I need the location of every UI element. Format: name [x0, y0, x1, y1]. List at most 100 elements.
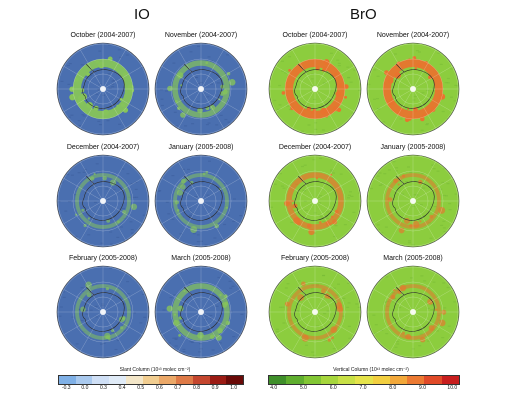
texture-speck	[204, 319, 208, 321]
texture-speck	[82, 171, 86, 173]
texture-speck	[165, 201, 169, 203]
texture-speck	[162, 269, 166, 271]
texture-speck	[269, 85, 272, 87]
meridian-line	[275, 88, 316, 113]
texture-speck	[413, 194, 417, 196]
texture-speck	[270, 242, 274, 244]
texture-speck	[158, 190, 162, 192]
enhancement-blob	[120, 326, 124, 330]
meridian-line	[102, 311, 127, 352]
meridian-line	[389, 88, 414, 129]
meridian-line	[102, 88, 127, 129]
texture-speck	[440, 224, 444, 226]
texture-speck	[130, 183, 134, 185]
texture-speck	[207, 122, 211, 124]
texture-speck	[455, 127, 459, 129]
polar-map	[268, 42, 362, 136]
enhancement-blob	[344, 95, 347, 99]
texture-speck	[378, 172, 382, 174]
enhancement-blob	[402, 331, 405, 335]
texture-speck	[109, 267, 112, 269]
texture-speck	[134, 181, 138, 183]
texture-speck	[157, 335, 161, 337]
texture-speck	[398, 306, 402, 309]
meridian-line	[291, 49, 316, 90]
map-label: January (2005-2008)	[168, 144, 234, 151]
texture-speck	[303, 200, 307, 202]
texture-speck	[448, 203, 452, 205]
enhancement-blob	[399, 108, 403, 112]
texture-speck	[103, 355, 107, 357]
enhancement-blob	[178, 334, 181, 337]
map-border	[154, 42, 248, 136]
enhancement-blob	[398, 227, 405, 234]
pole-marker	[100, 309, 106, 315]
texture-speck	[344, 43, 348, 44]
texture-speck	[195, 77, 199, 79]
enhancement-blob	[130, 203, 138, 210]
texture-speck	[157, 337, 161, 339]
texture-speck	[145, 59, 149, 61]
texture-speck	[231, 245, 235, 247]
texture-speck	[360, 286, 361, 288]
enhancement-blob	[334, 72, 338, 76]
enhancement-blob	[284, 200, 290, 207]
texture-speck	[358, 89, 361, 91]
map-label: February (2005-2008)	[68, 255, 138, 262]
texture-speck	[68, 201, 71, 203]
texture-speck	[314, 128, 318, 130]
coastline	[392, 63, 435, 109]
colorbar-swatch	[286, 376, 304, 384]
enhancement-blob	[107, 56, 113, 62]
texture-speck	[459, 87, 460, 88]
texture-speck	[286, 105, 290, 107]
enhancement-blob	[321, 288, 326, 294]
texture-speck	[277, 108, 281, 111]
texture-speck	[196, 234, 200, 236]
enhancement-blob	[86, 292, 92, 298]
meridian-line	[314, 311, 355, 336]
texture-speck	[378, 184, 382, 186]
texture-speck	[283, 125, 287, 128]
enhancement-blob	[435, 308, 438, 311]
texture-speck	[280, 185, 284, 187]
enhancement-blob	[394, 72, 401, 79]
polar-map	[56, 42, 150, 136]
texture-speck	[87, 338, 91, 340]
texture-speck	[422, 215, 425, 218]
texture-speck	[442, 227, 446, 229]
enhancement-blob	[174, 200, 179, 205]
texture-speck	[100, 343, 103, 345]
texture-speck	[376, 98, 379, 100]
texture-speck	[166, 159, 170, 161]
texture-speck	[144, 133, 148, 135]
texture-speck	[209, 317, 213, 320]
enhancement-blob	[402, 174, 406, 178]
meridian-line	[161, 288, 202, 313]
texture-speck	[192, 233, 196, 235]
texture-speck	[395, 170, 398, 172]
texture-speck	[406, 327, 410, 329]
texture-speck	[198, 343, 202, 345]
colorbar-swatch	[209, 376, 227, 384]
texture-speck	[80, 319, 84, 322]
texture-speck	[179, 233, 183, 235]
texture-speck	[352, 341, 356, 343]
meridian-line	[314, 311, 339, 352]
texture-speck	[399, 118, 403, 120]
texture-speck	[95, 93, 99, 95]
texture-speck	[221, 238, 225, 240]
meridian-line	[177, 272, 202, 313]
colorbar-tick-label: 0.3	[100, 385, 107, 391]
texture-speck	[376, 228, 380, 230]
texture-speck	[196, 241, 200, 243]
texture-speck	[157, 60, 160, 62]
enhancement-blob	[74, 77, 79, 82]
polar-map	[56, 265, 150, 359]
texture-speck	[142, 293, 146, 295]
enhancement-blob	[430, 106, 436, 112]
colorbar-swatch	[269, 376, 287, 384]
texture-speck	[211, 349, 215, 351]
texture-speck	[60, 80, 64, 82]
enhancement-blob	[69, 86, 75, 92]
